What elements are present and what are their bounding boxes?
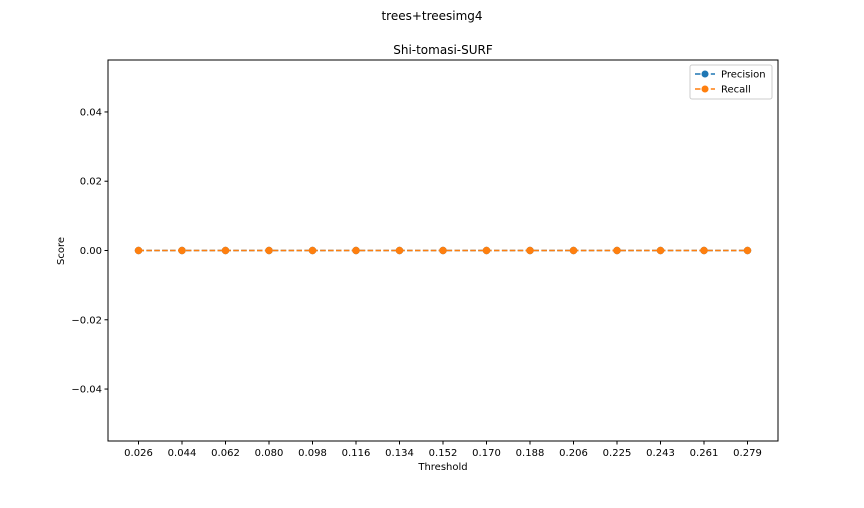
data-point-recall: [134, 246, 143, 255]
x-tick-label: 0.134: [385, 448, 414, 459]
data-point-recall: [265, 246, 273, 255]
series-recall: [134, 246, 752, 255]
x-tick-label: 0.225: [603, 448, 632, 459]
figure-suptitle: trees+treesimg4: [381, 9, 482, 23]
y-tick-label: 0.02: [80, 177, 102, 188]
x-tick-label: 0.279: [733, 448, 762, 459]
legend-box: [689, 64, 773, 100]
x-tick-label: 0.080: [255, 448, 284, 459]
y-axis-label: Score: [56, 237, 67, 265]
data-point-recall: [743, 246, 752, 255]
x-tick-label: 0.116: [342, 448, 371, 459]
x-tick-label: 0.026: [124, 448, 153, 459]
x-tick-label: 0.206: [559, 448, 588, 459]
data-point-recall: [700, 246, 708, 255]
x-tick-label: 0.243: [646, 448, 675, 459]
x-tick-label: 0.261: [690, 448, 719, 459]
data-point-recall: [526, 246, 534, 255]
data-point-recall: [569, 246, 578, 255]
legend: Precision Recall: [689, 64, 773, 100]
data-point-recall: [656, 246, 665, 255]
data-point-recall: [352, 246, 360, 255]
legend-label-precision: Precision: [721, 70, 766, 81]
y-axis-ticks: −0.04 −0.02 0.00 0.02 0.04: [71, 107, 108, 396]
x-tick-label: 0.044: [168, 448, 197, 459]
data-point-recall: [221, 246, 230, 255]
y-tick-label: 0.00: [80, 246, 102, 257]
x-axis-label: Threshold: [417, 462, 467, 473]
series-layer: [134, 246, 752, 255]
legend-marker-precision: [701, 70, 709, 78]
data-point-recall: [439, 246, 447, 255]
data-point-recall: [613, 246, 621, 255]
data-point-recall: [308, 246, 317, 255]
y-tick-label: −0.02: [71, 315, 102, 326]
chart-title: Shi-tomasi-SURF: [393, 43, 493, 57]
x-axis-ticks: 0.026 0.044 0.062 0.080 0.098 0.116 0.134 0.152…: [124, 441, 762, 459]
data-point-recall: [482, 246, 491, 255]
plot-area-frame: [107, 59, 779, 442]
legend-label-recall: Recall: [721, 85, 751, 96]
data-point-recall: [178, 246, 186, 255]
y-tick-label: −0.04: [71, 385, 102, 396]
x-tick-label: 0.152: [429, 448, 458, 459]
x-tick-label: 0.098: [298, 448, 327, 459]
x-tick-label: 0.062: [211, 448, 240, 459]
x-tick-label: 0.188: [516, 448, 545, 459]
data-point-recall: [395, 246, 404, 255]
x-tick-label: 0.170: [472, 448, 501, 459]
y-tick-label: 0.04: [80, 107, 102, 118]
legend-marker-recall: [701, 85, 709, 93]
